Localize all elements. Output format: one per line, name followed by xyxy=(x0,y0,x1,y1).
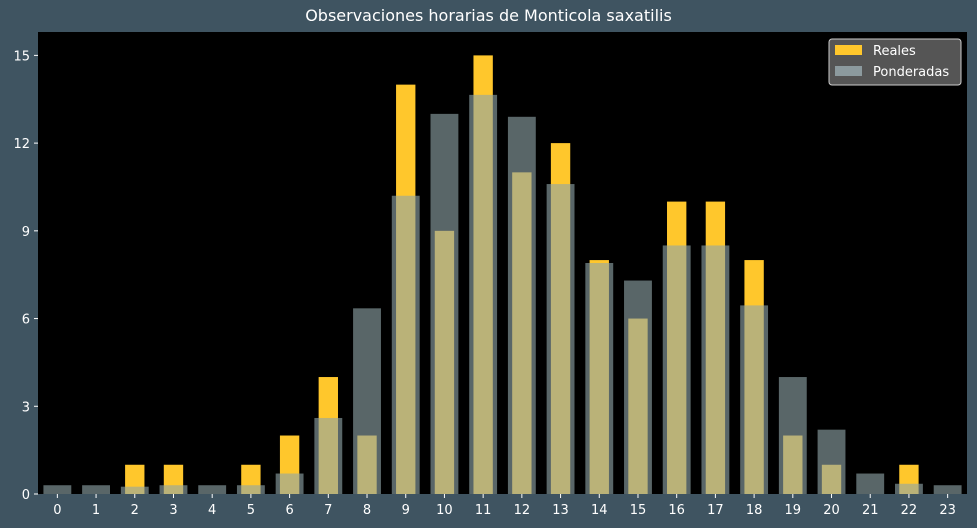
x-tick-label: 1 xyxy=(92,503,100,518)
bar-ponderadas-12 xyxy=(507,116,536,494)
legend-swatch-reales xyxy=(835,45,862,55)
x-tick-label: 4 xyxy=(208,503,216,518)
bar-ponderadas-20 xyxy=(817,429,846,494)
bar-ponderadas-21 xyxy=(856,473,885,494)
bar-ponderadas-6 xyxy=(275,473,304,494)
bar-ponderadas-11 xyxy=(469,94,498,494)
bar-ponderadas-5 xyxy=(236,485,265,494)
y-tick-label: 6 xyxy=(22,313,30,328)
legend-swatch-ponderadas xyxy=(835,66,862,76)
bar-ponderadas-4 xyxy=(198,485,227,494)
y-axis: 0 3 6 9 12 15 xyxy=(13,49,38,503)
legend-label-reales: Reales xyxy=(873,44,916,59)
x-tick-label: 20 xyxy=(823,503,840,518)
bar-ponderadas-9 xyxy=(391,195,420,495)
x-tick-label: 11 xyxy=(475,503,492,518)
x-tick-label: 22 xyxy=(901,503,918,518)
bar-ponderadas-18 xyxy=(740,305,769,494)
bar-ponderadas-19 xyxy=(778,377,807,494)
bar-ponderadas-10 xyxy=(430,113,459,495)
x-tick-label: 13 xyxy=(552,503,569,518)
x-tick-label: 18 xyxy=(746,503,763,518)
x-tick-label: 17 xyxy=(707,503,724,518)
x-tick-label: 0 xyxy=(53,503,61,518)
x-tick-label: 9 xyxy=(402,503,410,518)
x-tick-label: 10 xyxy=(436,503,453,518)
chart-title: Observaciones horarias de Monticola saxa… xyxy=(305,6,672,25)
bar-ponderadas-15 xyxy=(624,280,652,494)
ponderadas-bars xyxy=(43,94,962,495)
bar-ponderadas-3 xyxy=(159,485,188,494)
bar-ponderadas-2 xyxy=(120,486,149,494)
x-tick-label: 8 xyxy=(363,503,371,518)
legend: Reales Ponderadas xyxy=(828,38,962,86)
x-tick-label: 5 xyxy=(247,503,255,518)
bar-ponderadas-16 xyxy=(662,245,691,494)
bar-ponderadas-13 xyxy=(546,184,575,494)
bar-ponderadas-14 xyxy=(585,263,614,494)
x-tick-label: 15 xyxy=(630,503,647,518)
y-tick-label: 12 xyxy=(13,137,30,152)
legend-label-ponderadas: Ponderadas xyxy=(873,65,949,80)
bar-ponderadas-1 xyxy=(82,485,110,494)
y-tick-label: 15 xyxy=(13,49,30,64)
x-tick-label: 6 xyxy=(285,503,293,518)
bar-ponderadas-8 xyxy=(353,308,381,494)
y-tick-label: 3 xyxy=(22,400,30,415)
bar-ponderadas-17 xyxy=(701,245,730,494)
x-tick-label: 3 xyxy=(169,503,177,518)
y-tick-label: 9 xyxy=(22,225,30,240)
bar-ponderadas-0 xyxy=(43,485,72,494)
x-tick-label: 23 xyxy=(939,503,956,518)
x-tick-label: 19 xyxy=(785,503,802,518)
x-tick-label: 2 xyxy=(131,503,139,518)
x-tick-label: 14 xyxy=(591,503,608,518)
x-tick-label: 7 xyxy=(324,503,332,518)
bar-ponderadas-7 xyxy=(314,417,343,494)
x-tick-label: 21 xyxy=(862,503,879,518)
y-tick-label: 0 xyxy=(22,488,30,503)
plot-area xyxy=(38,32,967,494)
x-axis: 0 1 2 3 4 5 6 7 8 9 10 11 12 13 14 15 16 17 18 19 20 21 22 23 xyxy=(53,494,956,518)
bar-ponderadas-22 xyxy=(895,483,923,494)
x-tick-label: 16 xyxy=(668,503,685,518)
bar-ponderadas-23 xyxy=(933,485,962,494)
x-tick-label: 12 xyxy=(514,503,531,518)
